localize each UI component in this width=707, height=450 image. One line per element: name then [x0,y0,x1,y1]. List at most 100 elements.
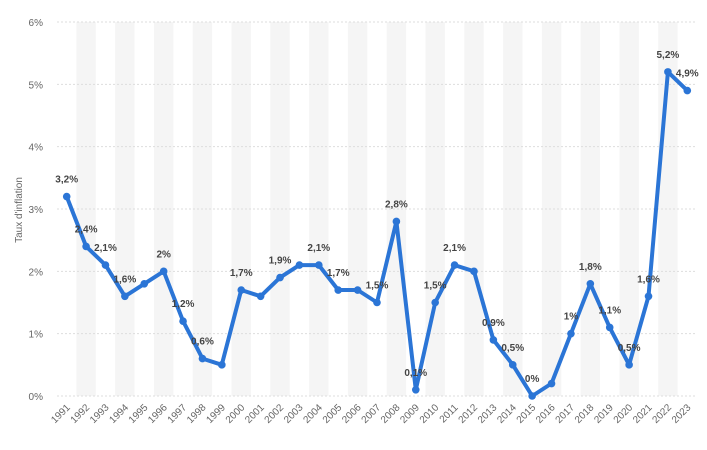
data-point [605,323,614,332]
x-tick-label: 2022 [651,402,675,426]
data-point [567,329,575,338]
y-axis-label: Taux d'inflation [14,177,25,243]
data-label: 1,2% [172,299,195,310]
data-label: 0,5% [618,343,641,354]
data-point [353,286,362,294]
data-label: 2,1% [94,243,117,254]
data-label: 1,5% [424,281,447,292]
x-tick-label: 2010 [418,402,442,426]
data-point [586,280,595,288]
data-label: 1% [564,312,579,323]
x-tick-label: 2015 [515,402,539,426]
x-tick-label: 2000 [224,402,248,426]
x-tick-label: 2016 [534,402,558,426]
data-label: 2,8% [385,199,408,210]
x-tick-label: 2021 [631,402,655,426]
data-label: 2% [156,249,171,260]
data-label: 0,1% [404,368,427,379]
data-label: 2,1% [307,243,330,254]
data-point [334,286,343,294]
data-point [547,379,556,388]
data-point [237,286,246,294]
data-point [528,392,536,400]
x-tick-label: 1991 [49,402,73,426]
data-point [101,261,110,269]
data-point [315,261,323,269]
x-tick-label: 2013 [476,402,500,426]
column-band [503,22,523,396]
y-tick-label: 6% [29,18,44,29]
data-label: 5,2% [657,50,680,61]
data-point [508,361,517,369]
y-tick-label: 2% [29,267,44,278]
x-tick-label: 2005 [321,402,345,426]
y-tick-label: 3% [29,205,44,216]
data-point [664,68,672,76]
data-point [179,317,187,326]
x-tick-label: 1999 [204,402,228,426]
data-label: 2,4% [75,224,98,235]
y-tick-label: 1% [29,330,44,341]
data-point [431,298,439,307]
data-point [218,361,226,369]
data-point [392,217,401,226]
x-tick-label: 2018 [573,402,597,426]
data-point [82,242,90,251]
x-tick-label: 1995 [127,402,151,426]
x-tick-label: 2019 [592,402,616,426]
x-tick-label: 2017 [554,402,578,426]
data-point [256,292,265,301]
x-tick-label: 2014 [495,402,519,426]
x-tick-label: 2011 [438,402,461,425]
data-label: 0% [525,374,540,385]
data-label: 1,1% [598,305,621,316]
data-label: 1,5% [366,281,389,292]
data-point [276,273,284,282]
x-tick-label: 2001 [243,402,267,426]
column-band [541,22,562,396]
x-axis-ticks: 1991199219931994199519961997199819992000… [49,402,693,426]
data-point [625,361,633,369]
data-point [62,192,71,201]
gridlines [57,21,697,397]
y-tick-label: 4% [29,143,44,154]
data-point [140,280,149,288]
data-label: 0,9% [482,318,505,329]
data-point [373,298,381,307]
x-tick-label: 2007 [360,402,384,426]
data-label: 1,6% [637,274,660,285]
x-tick-label: 2002 [263,402,287,426]
column-band [386,22,407,396]
data-point [683,86,692,95]
data-point [489,336,498,344]
column-band [425,22,445,396]
data-point [411,385,420,394]
data-point [159,267,168,276]
data-label: 1,6% [113,274,136,285]
data-label: 2,1% [443,243,466,254]
data-label: 0,6% [191,337,214,348]
x-tick-label: 2012 [457,402,481,426]
data-labels: 3,2% 2,4% 2,1% 1,6% 2% 1,2% 0,6% 1,7% 1,9% 2,1% 1,… [55,50,699,385]
data-label: 1,7% [327,268,350,279]
data-label: 1,9% [269,256,292,267]
data-label: 0,5% [501,343,524,354]
data-label: 1,8% [579,262,602,273]
data-point [121,292,129,301]
x-tick-label: 2008 [379,402,403,426]
column-band [115,22,135,396]
x-tick-label: 1993 [88,402,112,426]
x-tick-label: 2009 [398,402,422,426]
data-point [644,292,653,301]
x-tick-label: 2003 [282,402,306,426]
x-tick-label: 2004 [301,402,325,426]
data-point [295,261,304,269]
data-label: 3,2% [55,175,78,186]
x-tick-label: 2023 [670,402,694,426]
x-tick-label: 1992 [69,402,93,426]
data-point [470,267,478,276]
x-tick-label: 1994 [107,402,131,426]
column-band [270,22,290,396]
data-points [62,68,692,400]
